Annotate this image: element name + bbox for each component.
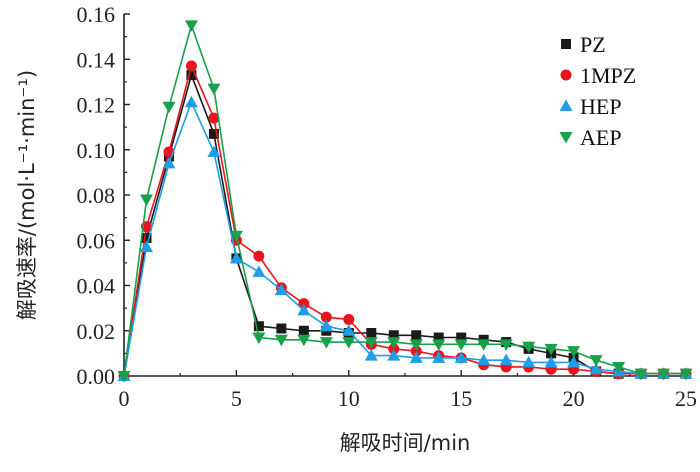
x-tick-label: 25 bbox=[675, 386, 697, 411]
x-tick-label: 15 bbox=[450, 386, 472, 411]
data-point-hep bbox=[184, 95, 198, 108]
data-point-aep bbox=[139, 194, 153, 207]
data-point-hep bbox=[342, 324, 356, 336]
y-axis-title: 解吸速率/(mol·L⁻¹·min⁻¹) bbox=[15, 70, 39, 320]
data-point-aep bbox=[162, 101, 176, 114]
data-point-hep bbox=[297, 303, 311, 316]
legend-marker-aep bbox=[559, 132, 573, 144]
data-point-aep bbox=[184, 20, 198, 32]
data-point-aep bbox=[454, 339, 468, 351]
data-point-1mpz bbox=[253, 250, 265, 262]
data-point-1mpz bbox=[320, 311, 332, 323]
data-point-aep bbox=[477, 339, 491, 351]
data-point-1mpz bbox=[208, 112, 220, 124]
data-point-hep bbox=[162, 156, 176, 169]
data-point-1mpz bbox=[298, 298, 310, 310]
y-tick-label: 0.00 bbox=[77, 364, 116, 389]
x-axis-title: 解吸时间/min bbox=[340, 431, 471, 455]
data-point-aep bbox=[117, 371, 131, 383]
data-point-hep bbox=[477, 353, 491, 366]
x-tick-label: 5 bbox=[231, 386, 242, 411]
data-point-hep bbox=[207, 145, 221, 158]
legend: PZ 1MPZ HEP AEP bbox=[559, 32, 636, 150]
data-point-aep bbox=[342, 337, 356, 349]
legend-marker-1mpz bbox=[560, 69, 572, 81]
legend-marker-hep bbox=[559, 99, 573, 111]
data-point-hep bbox=[409, 351, 423, 363]
data-point-pz bbox=[433, 332, 444, 343]
axes: 0 5 10 15 20 25 0.00 0.02 0.04 0.06 0.08 0.10 0.12 0.… bbox=[77, 2, 698, 411]
data-point-aep bbox=[409, 339, 423, 351]
data-point-hep bbox=[274, 283, 288, 296]
data-point-pz bbox=[411, 330, 422, 341]
data-point-1mpz bbox=[388, 343, 400, 355]
data-point-aep bbox=[499, 339, 513, 351]
data-point-aep bbox=[657, 368, 671, 381]
data-point-hep bbox=[499, 353, 513, 366]
x-tick-label: 0 bbox=[119, 386, 130, 411]
data-point-pz bbox=[388, 330, 399, 341]
y-tick-label: 0.08 bbox=[77, 183, 116, 208]
data-point-pz bbox=[208, 128, 219, 139]
legend-marker-pz bbox=[561, 39, 571, 49]
legend-label-1mpz: 1MPZ bbox=[580, 63, 636, 88]
x-tick-label: 20 bbox=[563, 386, 585, 411]
series-aep bbox=[117, 20, 693, 383]
data-point-aep bbox=[612, 361, 626, 374]
data-point-aep bbox=[567, 346, 581, 358]
data-point-pz bbox=[141, 232, 152, 243]
data-point-aep bbox=[319, 337, 333, 349]
data-point-hep bbox=[522, 355, 536, 368]
data-point-hep bbox=[589, 362, 603, 375]
data-point-aep bbox=[297, 334, 311, 347]
y-tick-label: 0.16 bbox=[77, 2, 116, 27]
data-point-aep bbox=[274, 334, 288, 347]
data-point-1mpz bbox=[343, 313, 355, 325]
data-point-1mpz bbox=[185, 60, 197, 72]
data-point-hep bbox=[139, 240, 153, 253]
data-point-aep bbox=[207, 83, 221, 96]
data-point-pz bbox=[253, 321, 264, 332]
data-point-1mpz bbox=[410, 345, 422, 357]
y-tick-label: 0.12 bbox=[77, 93, 116, 118]
data-point-aep bbox=[364, 337, 378, 349]
data-point-pz bbox=[298, 325, 309, 336]
legend-label-aep: AEP bbox=[580, 125, 622, 150]
y-tick-label: 0.06 bbox=[77, 228, 116, 253]
data-point-hep bbox=[364, 349, 378, 361]
series-line-hep bbox=[123, 100, 686, 377]
data-point-hep bbox=[567, 355, 581, 368]
y-tick-label: 0.04 bbox=[77, 274, 116, 299]
data-point-hep bbox=[544, 355, 558, 368]
data-point-pz bbox=[366, 328, 377, 339]
data-point-pz bbox=[456, 332, 467, 343]
data-point-hep bbox=[252, 265, 266, 277]
data-point-aep bbox=[387, 337, 401, 349]
y-tick-label: 0.14 bbox=[77, 47, 116, 72]
data-point-aep bbox=[589, 355, 603, 367]
series-line-pz bbox=[123, 72, 686, 377]
data-point-aep bbox=[679, 368, 693, 381]
data-point-aep bbox=[634, 368, 648, 381]
data-point-aep bbox=[432, 339, 446, 351]
data-point-pz bbox=[276, 323, 287, 334]
data-point-aep bbox=[544, 343, 558, 356]
y-tick-label: 0.10 bbox=[77, 138, 116, 163]
data-point-aep bbox=[522, 341, 536, 354]
data-point-hep bbox=[454, 351, 468, 363]
data-point-pz bbox=[186, 70, 197, 81]
data-point-aep bbox=[252, 332, 266, 345]
legend-label-hep: HEP bbox=[580, 94, 622, 119]
data-point-hep bbox=[229, 251, 243, 264]
data-point-hep bbox=[387, 349, 401, 361]
data-point-hep bbox=[319, 319, 333, 332]
data-point-hep bbox=[432, 351, 446, 363]
data-point-aep bbox=[229, 230, 243, 243]
series-layer bbox=[117, 20, 693, 383]
x-tick-label: 10 bbox=[338, 386, 360, 411]
legend-label-pz: PZ bbox=[580, 32, 606, 57]
y-tick-label: 0.02 bbox=[77, 319, 116, 344]
